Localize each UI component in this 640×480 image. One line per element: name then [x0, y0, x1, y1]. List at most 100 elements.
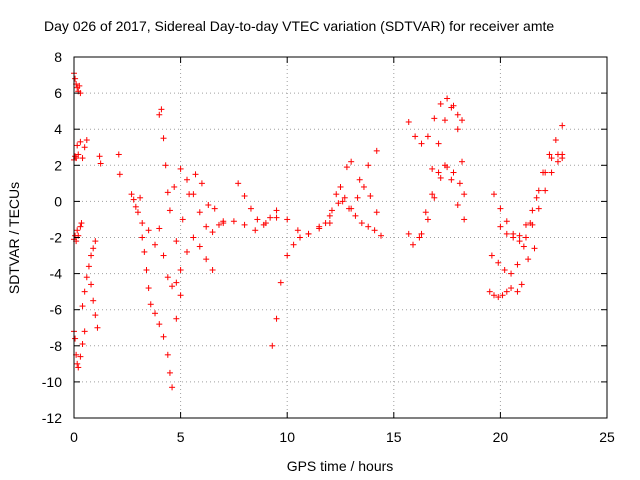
data-point [267, 214, 274, 221]
data-point [454, 202, 461, 209]
data-point [269, 342, 276, 349]
x-tick-label: 20 [493, 429, 509, 445]
x-tick-labels: 0 5 10 15 20 25 [70, 429, 615, 445]
data-point [156, 111, 163, 118]
data-point [405, 118, 412, 125]
data-point [454, 111, 461, 118]
data-point [72, 335, 79, 342]
data-point [169, 384, 176, 391]
data-point [79, 155, 86, 162]
data-point [156, 225, 163, 232]
data-point [230, 218, 237, 225]
data-point [554, 158, 561, 165]
data-point [459, 158, 466, 165]
data-point [367, 192, 374, 199]
data-point [316, 223, 323, 230]
data-point [412, 133, 419, 140]
y-tick-label: -12 [42, 410, 62, 426]
data-point [424, 216, 431, 223]
data-point [348, 158, 355, 165]
data-point [431, 194, 438, 201]
data-point [497, 223, 504, 230]
data-point [358, 220, 365, 227]
data-point [273, 315, 280, 322]
data-point [74, 142, 81, 149]
data-point [77, 138, 84, 145]
data-point [488, 252, 495, 259]
data-point [177, 266, 184, 273]
data-point [499, 292, 506, 299]
data-point [78, 220, 85, 227]
data-point [196, 243, 203, 250]
data-point [75, 364, 82, 371]
data-point [179, 216, 186, 223]
data-point [162, 162, 169, 169]
data-point [88, 252, 95, 259]
data-point [441, 117, 448, 124]
x-tick-label: 15 [386, 429, 402, 445]
data-point [94, 324, 101, 331]
data-point [444, 164, 451, 171]
data-point [296, 234, 303, 241]
data-point [203, 256, 210, 263]
data-point [431, 115, 438, 122]
data-point [341, 194, 348, 201]
data-point [79, 340, 86, 347]
y-tick-label: 4 [54, 121, 62, 137]
x-tick-label: 5 [177, 429, 185, 445]
data-point [486, 288, 493, 295]
data-point [141, 248, 148, 255]
data-point [74, 360, 81, 367]
data-point [518, 281, 525, 288]
data-point [260, 221, 267, 228]
data-point [456, 180, 463, 187]
data-point [503, 288, 510, 295]
data-point [130, 196, 137, 203]
data-point [81, 288, 88, 295]
x-tick-label: 0 [70, 429, 78, 445]
x-tick-label: 25 [599, 429, 615, 445]
data-point [284, 216, 291, 223]
data-point [503, 218, 510, 225]
data-point [81, 328, 88, 335]
data-point [156, 321, 163, 328]
data-point [531, 245, 538, 252]
data-point [514, 288, 521, 295]
data-point [333, 191, 340, 198]
data-point [211, 205, 218, 212]
data-point [435, 140, 442, 147]
data-point [173, 279, 180, 286]
data-point [418, 230, 425, 237]
y-tick-label: 2 [54, 157, 62, 173]
data-point [305, 230, 312, 237]
data-point [90, 245, 97, 252]
data-point [501, 266, 508, 273]
data-point [378, 232, 385, 239]
data-point [72, 75, 79, 82]
data-point [448, 104, 455, 111]
data-point [416, 234, 423, 241]
data-point [83, 137, 90, 144]
data-point [143, 266, 150, 273]
data-point [139, 220, 146, 227]
data-point [559, 122, 566, 129]
data-point [147, 301, 154, 308]
y-tick-label: 8 [54, 49, 62, 65]
data-point [220, 220, 227, 227]
data-point [92, 312, 99, 319]
data-point [177, 165, 184, 172]
grid-lines [74, 57, 607, 418]
data-point [461, 216, 468, 223]
data-point [77, 223, 84, 230]
data-point [405, 230, 412, 237]
data-point [164, 351, 171, 358]
data-point [424, 133, 431, 140]
data-point [459, 117, 466, 124]
data-point [533, 194, 540, 201]
data-point [183, 248, 190, 255]
axis-ticks [73, 56, 608, 419]
data-point [491, 292, 498, 299]
data-point [352, 212, 359, 219]
data-point [88, 281, 95, 288]
